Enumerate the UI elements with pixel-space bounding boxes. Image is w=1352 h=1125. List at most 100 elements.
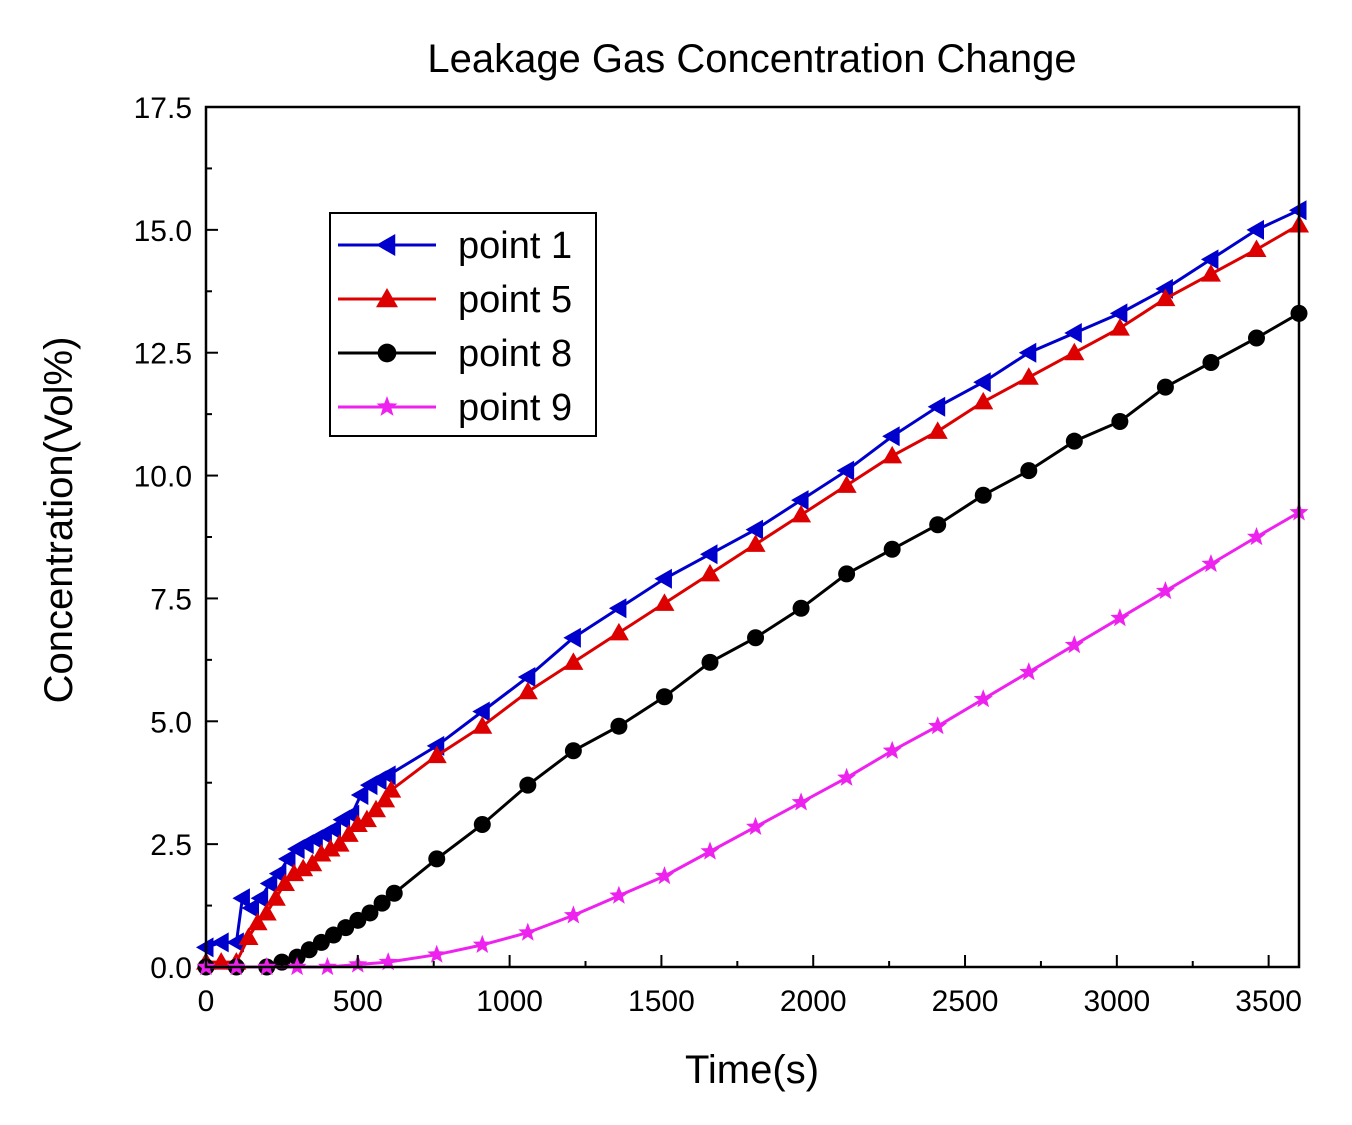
data-point bbox=[882, 740, 902, 759]
data-point bbox=[472, 934, 492, 953]
data-point bbox=[882, 426, 900, 447]
legend-label: point 9 bbox=[458, 387, 572, 429]
data-point bbox=[792, 599, 810, 617]
x-axis-label: Time(s) bbox=[685, 1048, 819, 1092]
data-point bbox=[1247, 527, 1266, 546]
data-point bbox=[699, 563, 720, 582]
x-tick-label: 0 bbox=[198, 985, 215, 1018]
legend-item: point 1 bbox=[338, 225, 572, 267]
x-tick-label: 3000 bbox=[1083, 985, 1150, 1018]
data-point bbox=[655, 688, 673, 706]
data-point bbox=[473, 815, 491, 833]
data-point bbox=[654, 568, 672, 589]
data-point bbox=[837, 767, 857, 786]
x-tick-label: 3500 bbox=[1235, 985, 1302, 1018]
data-point bbox=[1111, 413, 1129, 431]
data-point bbox=[211, 932, 229, 953]
data-point bbox=[1064, 323, 1082, 344]
data-point bbox=[311, 843, 332, 862]
data-point bbox=[378, 952, 398, 971]
data-point bbox=[609, 885, 629, 904]
legend-label: point 8 bbox=[458, 333, 572, 375]
data-point bbox=[375, 789, 396, 808]
data-point bbox=[1018, 367, 1039, 385]
plot-area bbox=[196, 200, 1309, 976]
data-point bbox=[1156, 378, 1174, 396]
data-point bbox=[247, 912, 268, 931]
data-point bbox=[701, 653, 719, 671]
data-point bbox=[426, 745, 447, 764]
data-point bbox=[973, 372, 991, 393]
data-point bbox=[259, 873, 278, 894]
data-point bbox=[350, 785, 369, 805]
data-point bbox=[381, 780, 402, 798]
x-tick-label: 2500 bbox=[932, 985, 999, 1018]
y-tick-label: 7.5 bbox=[150, 583, 192, 616]
data-point bbox=[277, 848, 296, 869]
data-point bbox=[1155, 288, 1176, 307]
chart-title: Leakage Gas Concentration Change bbox=[427, 37, 1076, 81]
data-point bbox=[608, 598, 627, 619]
data-point bbox=[838, 565, 856, 583]
data-point bbox=[1109, 318, 1130, 336]
data-point bbox=[699, 544, 718, 565]
data-point bbox=[745, 519, 764, 540]
data-point bbox=[563, 652, 584, 670]
data-point bbox=[882, 445, 903, 464]
data-point bbox=[608, 622, 629, 641]
data-point bbox=[517, 681, 538, 700]
data-point bbox=[293, 858, 314, 877]
data-point bbox=[323, 819, 342, 840]
data-point bbox=[745, 534, 766, 552]
data-point bbox=[836, 475, 857, 493]
data-point bbox=[472, 701, 490, 722]
data-point bbox=[700, 841, 720, 860]
data-point bbox=[654, 593, 675, 611]
data-point bbox=[250, 888, 269, 909]
data-point bbox=[1200, 249, 1219, 270]
data-point bbox=[929, 516, 947, 534]
data-point bbox=[973, 689, 993, 708]
y-axis-label: Concentration(Vol%) bbox=[37, 337, 81, 704]
data-point bbox=[356, 809, 377, 828]
data-point bbox=[973, 391, 994, 410]
data-point bbox=[1019, 662, 1039, 681]
data-point bbox=[373, 894, 391, 912]
data-point bbox=[428, 850, 446, 868]
data-point bbox=[284, 863, 305, 882]
data-point bbox=[347, 814, 368, 832]
y-tick-label: 10.0 bbox=[134, 461, 192, 494]
data-point bbox=[265, 888, 286, 906]
data-point bbox=[927, 396, 946, 417]
legend-marker bbox=[377, 343, 397, 363]
x-tick-label: 1500 bbox=[628, 985, 695, 1018]
y-tick-label: 5.0 bbox=[150, 706, 192, 739]
legend-label: point 1 bbox=[458, 225, 572, 267]
data-point bbox=[1201, 554, 1221, 573]
x-tick-label: 500 bbox=[333, 985, 383, 1018]
data-point bbox=[517, 667, 536, 688]
legend-marker bbox=[376, 234, 396, 256]
data-point bbox=[427, 944, 447, 963]
y-tick-label: 2.5 bbox=[150, 829, 192, 862]
data-point bbox=[1200, 264, 1221, 282]
data-point bbox=[974, 486, 992, 504]
data-point bbox=[610, 717, 628, 735]
y-tick-label: 12.5 bbox=[134, 338, 192, 371]
data-point bbox=[241, 898, 260, 919]
data-point bbox=[791, 490, 809, 511]
series-point-9 bbox=[196, 502, 1309, 976]
data-point bbox=[654, 866, 674, 885]
data-point bbox=[426, 735, 445, 756]
legend-marker bbox=[376, 288, 398, 308]
legend-item: point 5 bbox=[338, 279, 572, 321]
series-point-8 bbox=[197, 304, 1308, 976]
series-point-1 bbox=[196, 200, 1307, 958]
y-tick-label: 15.0 bbox=[134, 215, 192, 248]
data-point bbox=[1246, 219, 1264, 240]
legend-box bbox=[329, 212, 597, 437]
data-point bbox=[836, 460, 855, 481]
data-point bbox=[791, 504, 812, 523]
data-point bbox=[563, 905, 583, 924]
